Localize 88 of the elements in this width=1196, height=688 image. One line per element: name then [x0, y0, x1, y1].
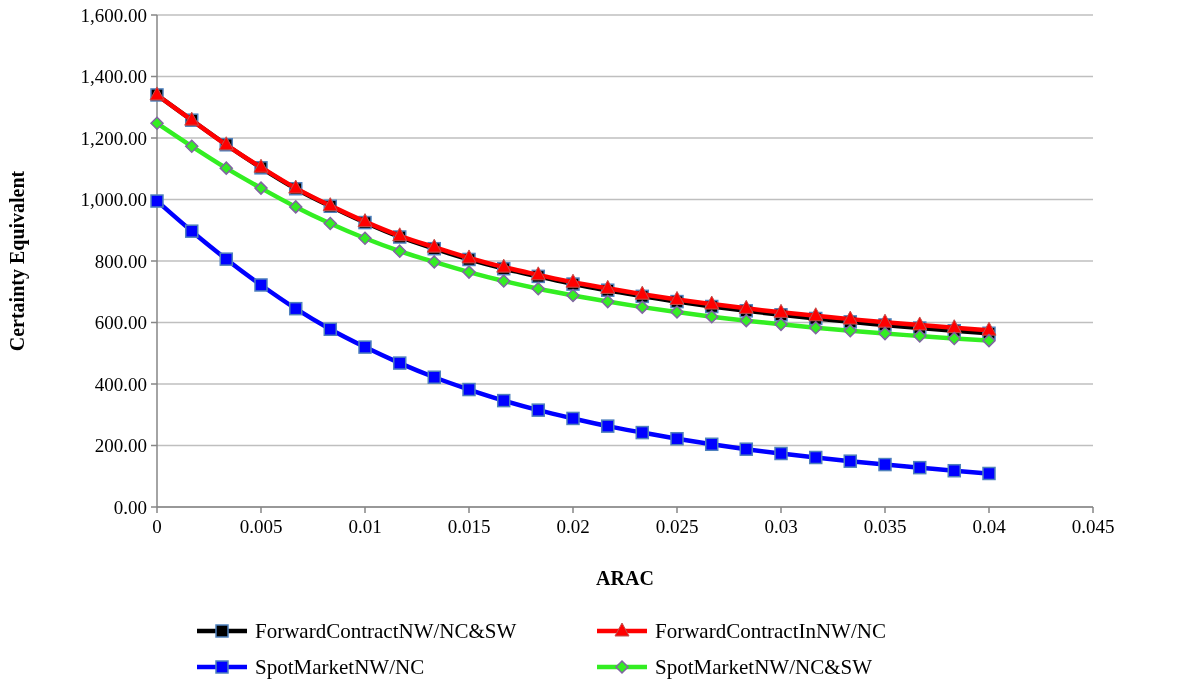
point	[565, 273, 581, 288]
point	[739, 442, 754, 456]
point	[323, 216, 338, 231]
point	[427, 255, 442, 269]
x-tick-label: 0.035	[863, 516, 907, 537]
point	[981, 321, 997, 336]
point	[462, 382, 476, 397]
point	[739, 313, 754, 328]
x-tick-label: 0	[152, 516, 162, 537]
legend-label: SpotMarketNW/NC	[255, 655, 425, 680]
point	[392, 244, 407, 258]
point	[704, 437, 719, 452]
point	[600, 279, 616, 294]
point	[219, 161, 234, 175]
point	[912, 329, 927, 343]
point	[808, 307, 824, 322]
point	[774, 317, 788, 332]
point	[219, 252, 234, 266]
point	[496, 393, 511, 408]
point	[842, 310, 858, 325]
y-tick-label: 0.00	[113, 496, 147, 518]
x-axis-title: ARAC	[596, 567, 654, 589]
point	[392, 356, 407, 370]
point	[947, 331, 962, 346]
y-axis-title: Certainty Equivalent	[6, 170, 29, 352]
x-tick-label: 0.015	[447, 516, 491, 537]
point	[462, 265, 476, 279]
point	[634, 285, 650, 300]
legend-label: ForwardContractNW/NC&SW	[255, 619, 517, 644]
point	[531, 281, 546, 296]
point	[184, 224, 199, 238]
point	[947, 463, 962, 478]
point	[808, 450, 823, 465]
point	[738, 299, 754, 314]
point	[566, 411, 580, 426]
point	[704, 309, 719, 324]
point	[531, 403, 546, 417]
x-tick-label: 0.025	[655, 516, 699, 537]
point	[254, 181, 268, 195]
point	[808, 320, 823, 335]
y-tick-label: 1,200.00	[80, 127, 147, 149]
x-tick-label: 0.005	[239, 516, 283, 537]
point	[912, 316, 928, 331]
point	[150, 116, 164, 130]
point	[184, 139, 199, 154]
point	[358, 231, 372, 245]
point	[773, 303, 789, 318]
y-tick-label: 1,600.00	[80, 4, 147, 26]
point	[288, 301, 303, 316]
y-tick-label: 800.00	[94, 250, 147, 272]
legend-label: SpotMarketNW/NC&SW	[655, 655, 873, 680]
point	[427, 370, 442, 384]
point	[635, 425, 650, 440]
y-tick-label: 1,400.00	[80, 66, 147, 88]
point	[323, 322, 338, 337]
point	[358, 340, 372, 354]
point	[982, 466, 996, 481]
point	[912, 460, 927, 475]
point	[774, 446, 788, 461]
legend-label: ForwardContractInNW/NC	[655, 619, 886, 644]
point	[843, 324, 858, 338]
point	[635, 300, 650, 314]
point	[843, 454, 858, 468]
point	[288, 200, 303, 214]
point	[982, 333, 996, 348]
point	[669, 290, 685, 305]
point	[496, 274, 511, 288]
point	[878, 326, 892, 341]
y-tick-label: 400.00	[94, 373, 147, 395]
point	[946, 319, 962, 334]
x-tick-label: 0.04	[972, 516, 1007, 537]
point	[254, 278, 268, 292]
point	[877, 313, 893, 328]
point	[670, 431, 684, 446]
point	[704, 295, 720, 310]
point	[566, 288, 580, 303]
point	[670, 305, 684, 319]
point	[600, 419, 615, 433]
y-tick-label: 1,000.00	[80, 189, 147, 211]
y-tick-label: 600.00	[94, 312, 147, 334]
y-tick-label: 200.00	[94, 435, 147, 457]
point	[600, 294, 615, 309]
x-tick-label: 0.01	[348, 516, 382, 537]
point	[150, 194, 164, 208]
x-tick-label: 0.02	[556, 516, 590, 537]
x-tick-label: 0.045	[1071, 516, 1115, 537]
point	[878, 457, 892, 472]
x-tick-label: 0.03	[764, 516, 798, 537]
